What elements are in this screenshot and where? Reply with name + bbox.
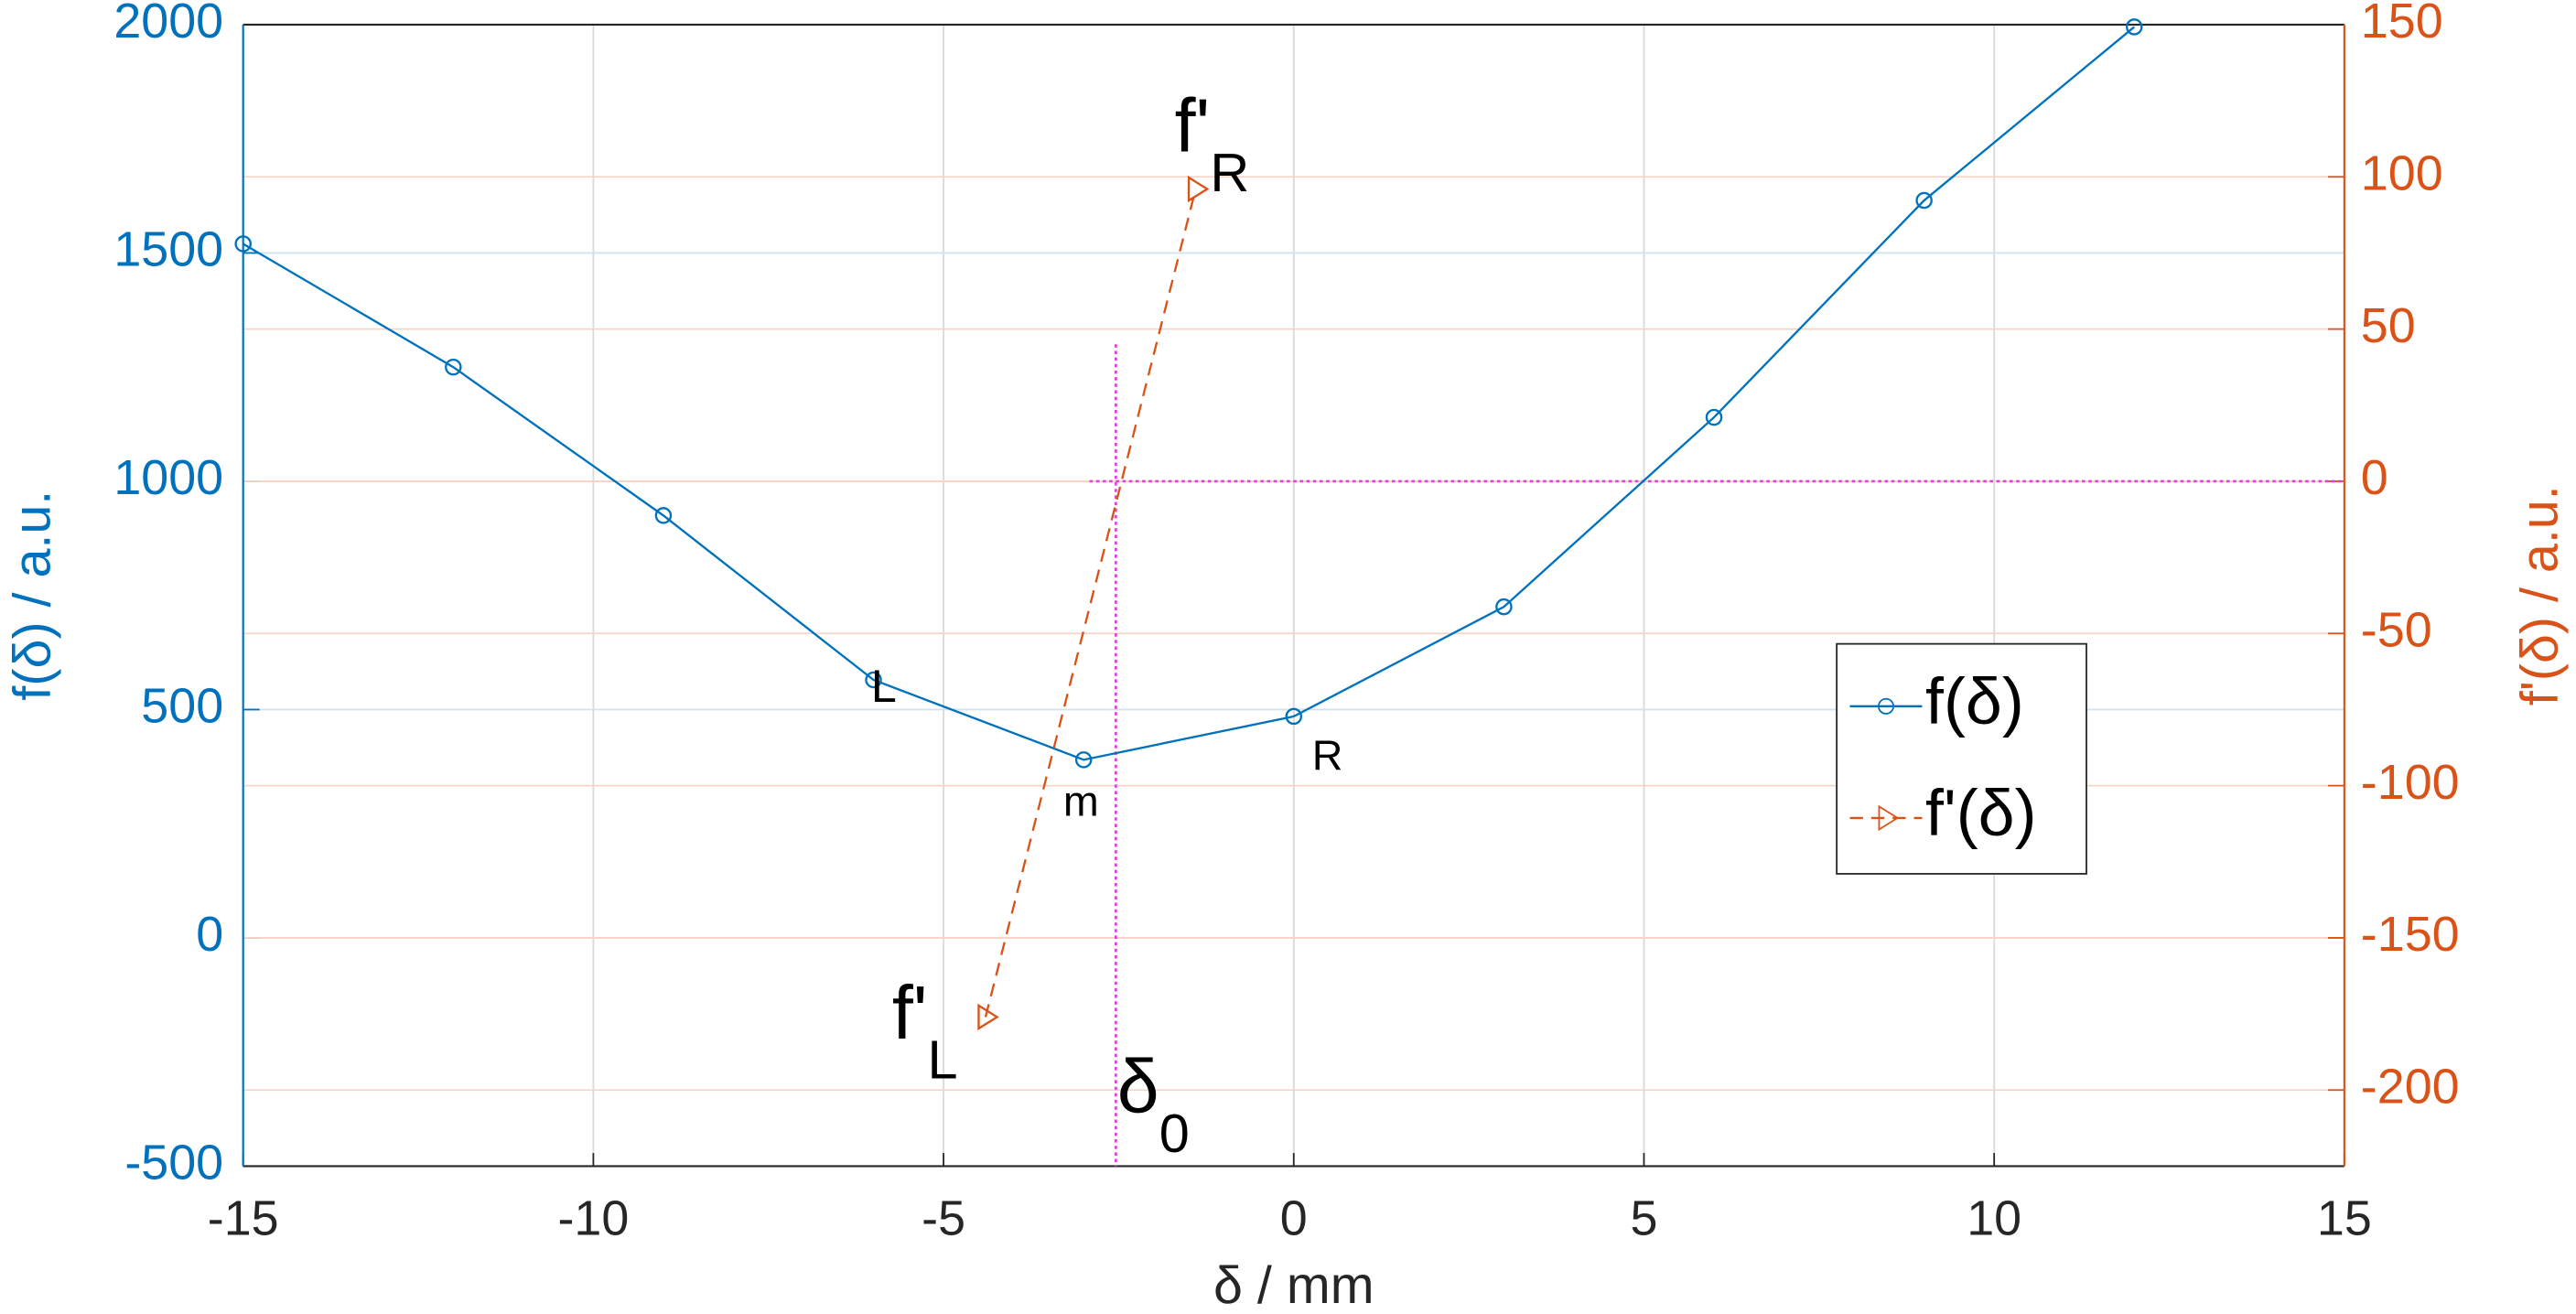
annotation: δ0 [1117, 1044, 1190, 1163]
x-axis-label: δ / mm [1213, 1256, 1374, 1314]
y2-axis-label: f'(δ) / a.u. [2510, 485, 2569, 705]
x-tick-label: -5 [922, 1191, 965, 1246]
y2-tick-label: 100 [2361, 145, 2443, 200]
legend-label: f'(δ) [1925, 777, 2036, 850]
y2-tick-label: -100 [2361, 755, 2460, 810]
series-line [243, 26, 2135, 761]
data-point [1915, 191, 1933, 210]
annotation-subscript: R [1210, 142, 1249, 203]
x-tick-label: -15 [208, 1191, 279, 1246]
annotation: m [1063, 778, 1099, 825]
data-point [2126, 18, 2143, 36]
data-point [1285, 707, 1303, 726]
legend-marker [1878, 697, 1894, 715]
y-tick-label: 1500 [113, 222, 223, 277]
data-point [977, 1003, 999, 1031]
annotation-subscript: L [928, 1029, 958, 1090]
legend-box [1836, 642, 2087, 875]
data-point [654, 507, 673, 524]
annotation: f'R [1175, 83, 1250, 202]
data-point [1187, 175, 1210, 203]
annotation-text: f' [892, 971, 928, 1055]
y-axis-label: f(δ) / a.u. [4, 490, 62, 701]
y2-tick-label: 150 [2361, 0, 2443, 48]
series-line [984, 188, 1197, 1018]
data-point [1495, 598, 1513, 616]
annotation-text: f' [1175, 83, 1211, 167]
data-point [865, 671, 882, 689]
x-tick-label: 5 [1630, 1191, 1657, 1246]
x-tick-label: -10 [557, 1191, 629, 1246]
y-tick-label: 1000 [113, 450, 223, 505]
annotation-text: R [1312, 732, 1343, 780]
x-tick-label: 0 [1280, 1191, 1308, 1246]
annotation-text: L [871, 661, 897, 712]
y-tick-label: 0 [196, 907, 223, 962]
legend-marker [1878, 804, 1900, 832]
annotation: f'L [892, 971, 958, 1090]
y2-tick-label: 0 [2361, 450, 2388, 505]
y-tick-label: 2000 [113, 0, 223, 48]
data-point [234, 235, 252, 253]
y2-tick-label: -50 [2361, 602, 2432, 657]
annotation: L [871, 661, 897, 712]
x-tick-label: 10 [1967, 1191, 2021, 1246]
annotation-text: m [1063, 778, 1099, 825]
data-point [1074, 751, 1093, 769]
y-tick-label: -500 [124, 1136, 223, 1190]
y-tick-label: 500 [141, 679, 223, 734]
y2-tick-label: -200 [2361, 1060, 2460, 1115]
data-point [1705, 408, 1723, 426]
annotation-text: δ [1117, 1044, 1159, 1128]
y2-tick-label: -150 [2361, 907, 2460, 962]
x-tick-label: 15 [2317, 1191, 2372, 1246]
y2-tick-label: 50 [2361, 298, 2416, 353]
annotation-subscript: 0 [1159, 1103, 1190, 1164]
legend-label: f(δ) [1925, 665, 2024, 738]
data-point [445, 358, 462, 376]
annotation: R [1312, 732, 1343, 780]
